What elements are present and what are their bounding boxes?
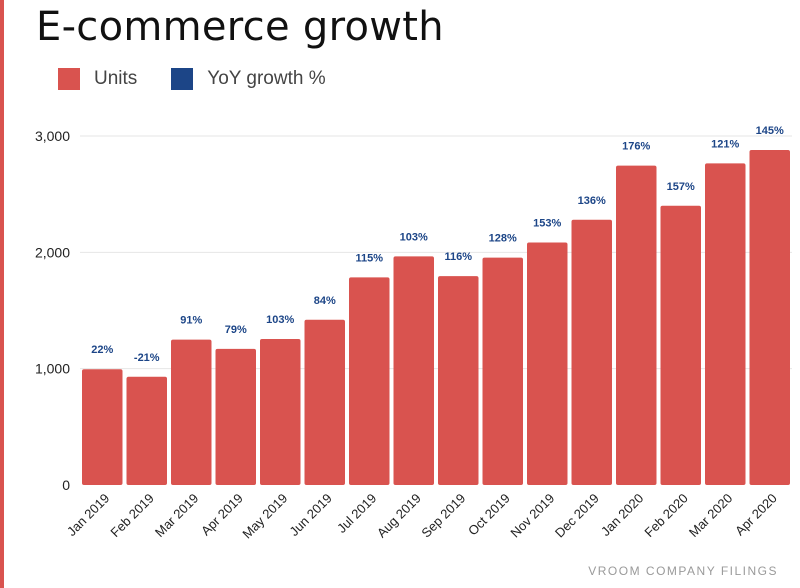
y-tick-label-2: 2,000 <box>35 244 70 260</box>
growth-label-4: 103% <box>266 314 294 326</box>
legend-item-units: Units <box>58 68 137 90</box>
bar-15 <box>749 149 790 485</box>
x-tick-label-1: Feb 2019 <box>107 491 156 540</box>
legend-label-units: Units <box>94 68 138 89</box>
x-tick-label-9: Oct 2019 <box>465 491 513 539</box>
growth-label-7: 103% <box>400 231 428 243</box>
growth-label-11: 136% <box>578 195 606 207</box>
x-tick-label-5: Jun 2019 <box>286 491 334 539</box>
growth-label-6: 115% <box>355 252 383 264</box>
bar-10 <box>527 242 568 485</box>
bar-13 <box>660 205 701 486</box>
x-tick-label-15: Apr 2020 <box>732 491 780 539</box>
legend-item-growth: YoY growth % <box>171 68 326 90</box>
source-footer: VROOM COMPANY FILINGS <box>588 564 778 578</box>
growth-label-5: 84% <box>314 295 336 307</box>
x-tick-label-7: Aug 2019 <box>374 491 424 541</box>
growth-label-13: 157% <box>667 181 695 193</box>
growth-label-3: 79% <box>225 324 247 336</box>
bar-4 <box>260 339 301 485</box>
legend: Units YoY growth % <box>58 68 360 90</box>
x-tick-label-14: Mar 2020 <box>686 491 735 540</box>
bar-8 <box>438 276 479 485</box>
y-tick-label-0: 0 <box>62 477 70 493</box>
legend-swatch-growth <box>171 68 194 90</box>
legend-label-growth: YoY growth % <box>207 68 326 89</box>
bar-12 <box>616 165 657 486</box>
growth-label-15: 145% <box>756 125 784 137</box>
growth-label-2: 91% <box>180 315 202 327</box>
bar-11 <box>571 219 612 485</box>
bar-5 <box>304 319 345 485</box>
growth-label-1: -21% <box>134 352 160 364</box>
bar-2 <box>171 339 212 485</box>
x-tick-label-8: Sep 2019 <box>418 491 468 541</box>
x-tick-label-10: Nov 2019 <box>507 491 557 541</box>
bar-1 <box>126 376 167 485</box>
x-tick-label-12: Jan 2020 <box>598 491 646 539</box>
growth-label-10: 153% <box>533 217 561 229</box>
bar-7 <box>393 256 434 485</box>
bar-0 <box>82 369 123 485</box>
x-tick-label-4: May 2019 <box>239 491 290 542</box>
left-accent-rule <box>0 0 4 588</box>
x-tick-label-2: Mar 2019 <box>152 491 201 540</box>
y-tick-label-1: 1,000 <box>35 361 70 377</box>
x-tick-label-11: Dec 2019 <box>552 491 602 541</box>
legend-swatch-units <box>58 68 80 90</box>
bar-14 <box>705 163 746 486</box>
growth-label-8: 116% <box>444 251 472 263</box>
bar-9 <box>482 257 523 485</box>
bar-6 <box>349 277 390 485</box>
growth-label-0: 22% <box>91 344 113 356</box>
bar-3 <box>215 348 256 485</box>
x-tick-label-6: Jul 2019 <box>334 491 379 536</box>
x-tick-label-0: Jan 2019 <box>64 491 112 539</box>
y-tick-label-3: 3,000 <box>35 128 70 144</box>
x-tick-label-13: Feb 2020 <box>641 491 690 540</box>
growth-label-14: 121% <box>711 138 739 150</box>
chart-title: E-commerce growth <box>36 4 444 50</box>
growth-label-12: 176% <box>622 141 650 153</box>
growth-label-9: 128% <box>489 233 517 245</box>
